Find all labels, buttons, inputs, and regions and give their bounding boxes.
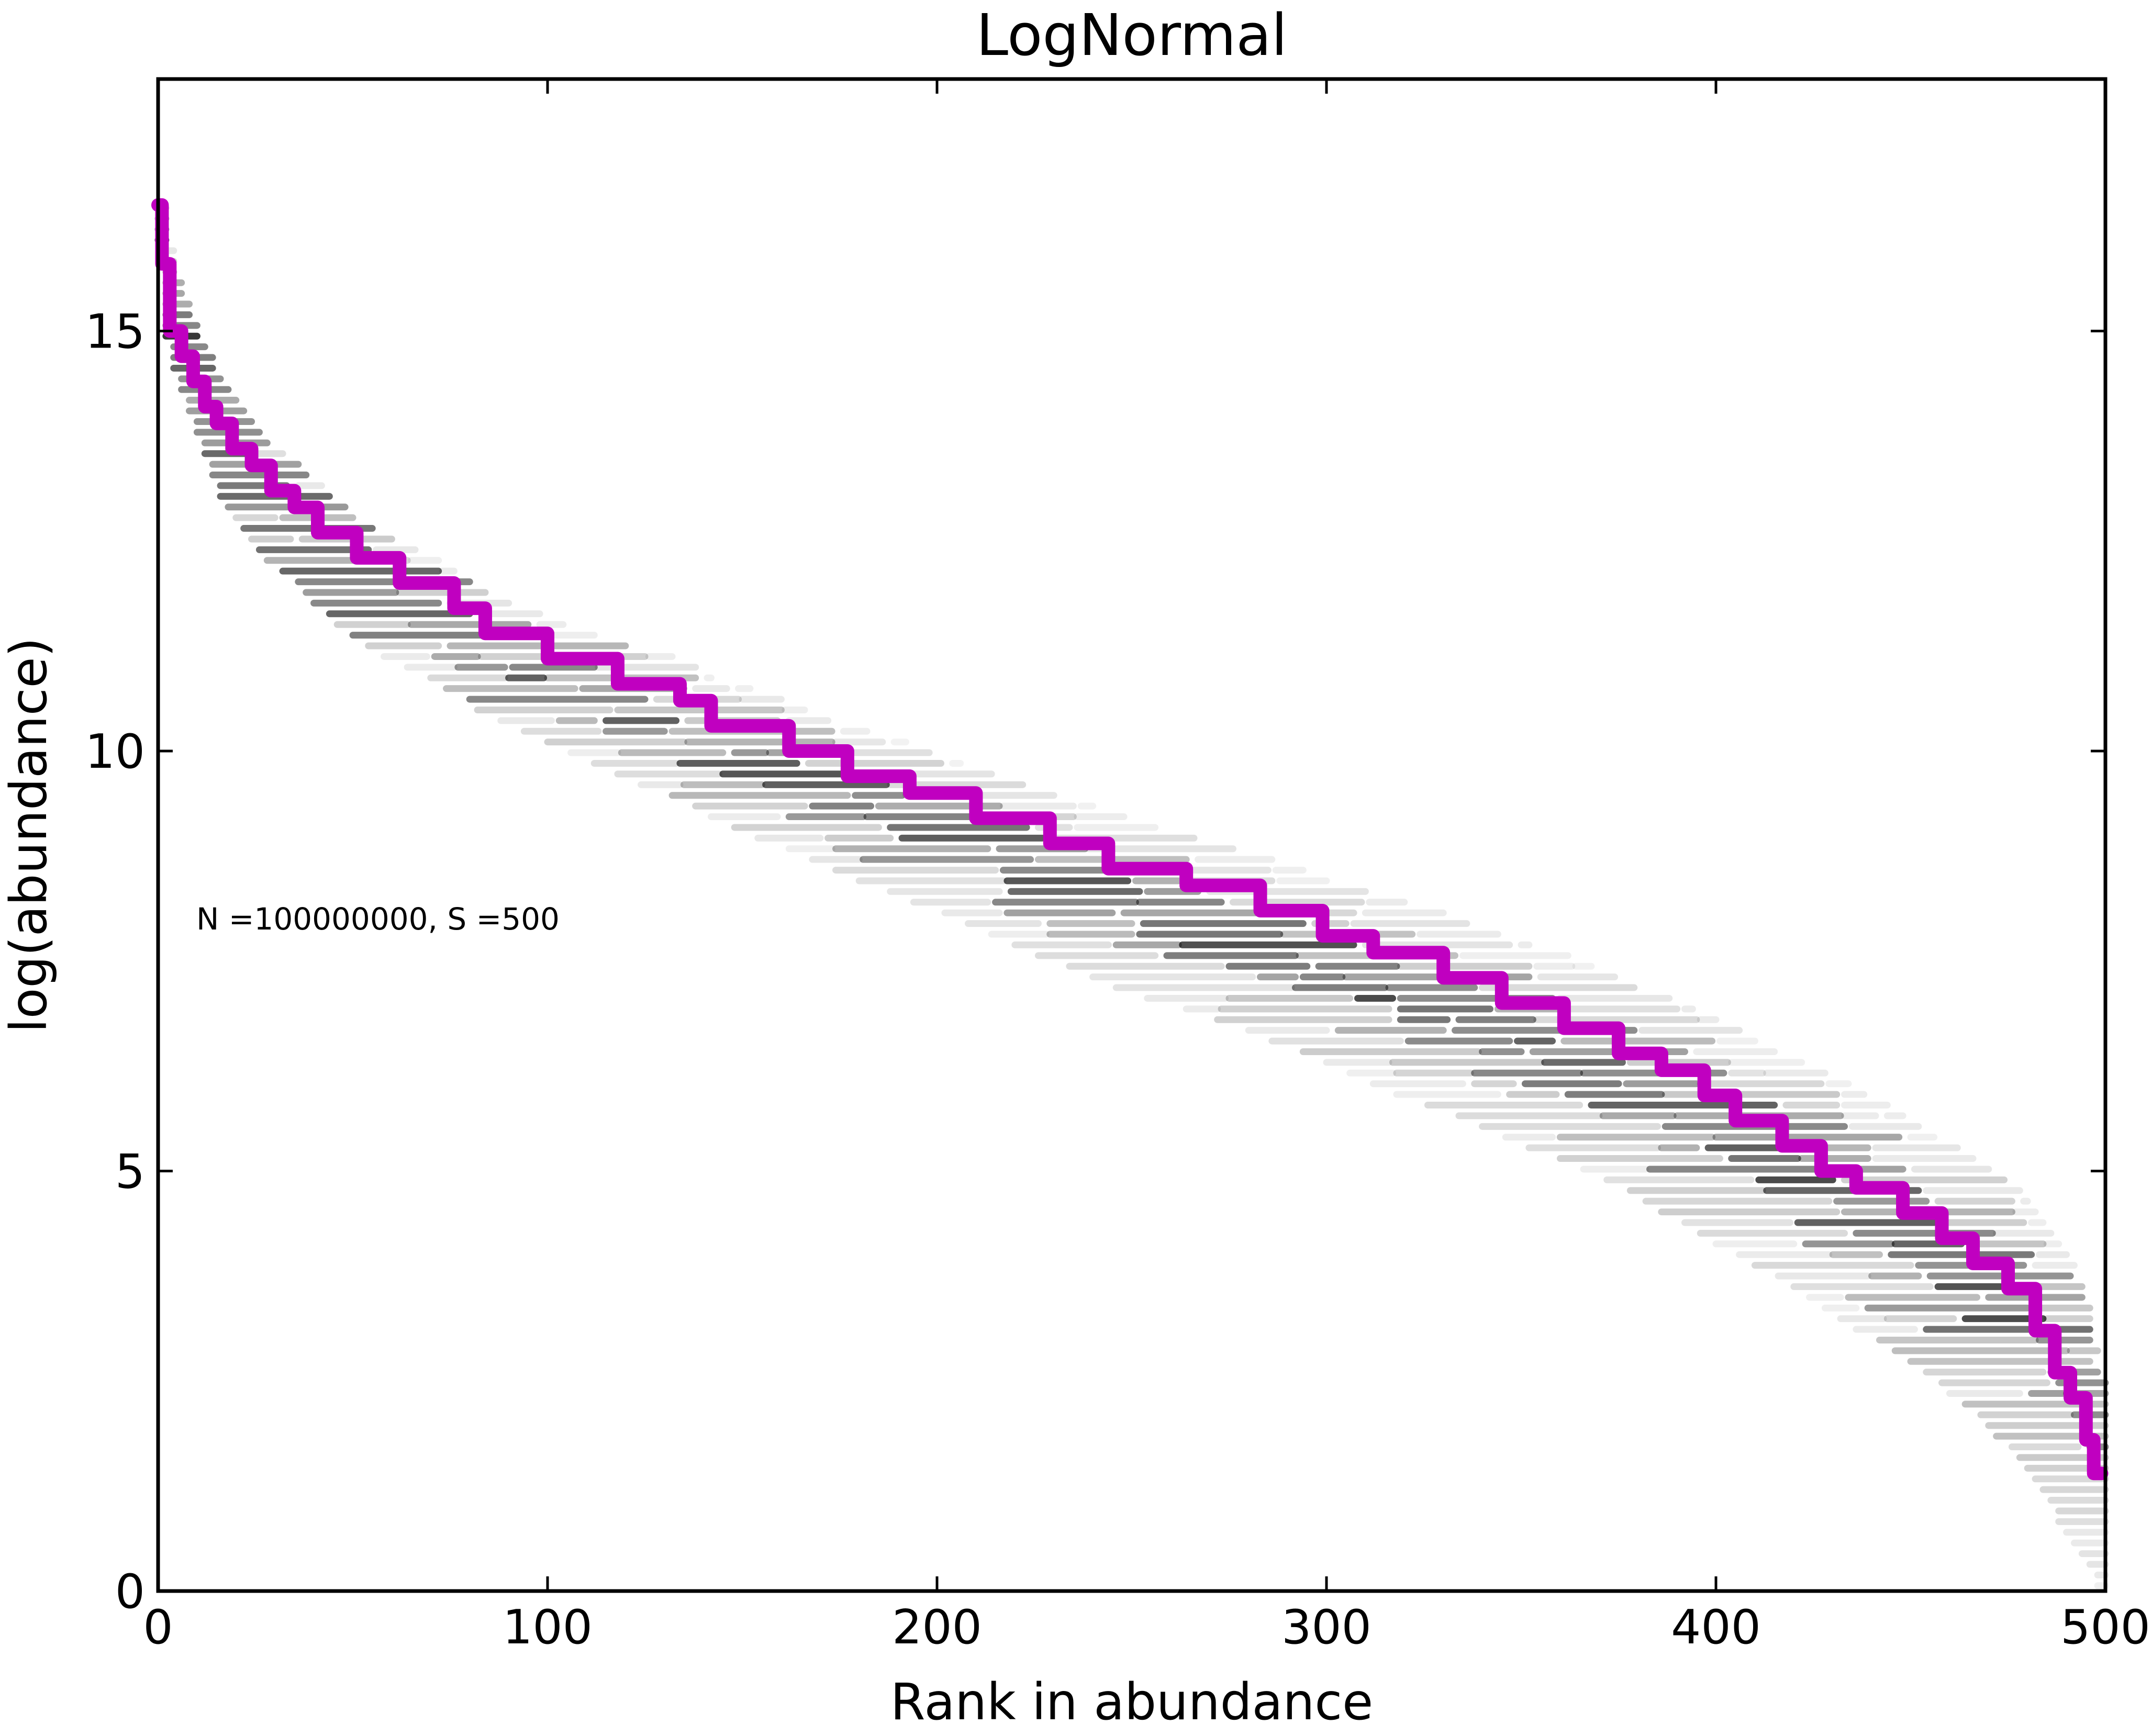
x-tick-label: 400 [1671,1600,1761,1655]
lognormal-step-path [151,198,2109,1481]
y-tick-label: 10 [85,724,145,779]
y-axis-label: log(abundance) [0,637,58,1033]
x-tick-label: 0 [143,1600,173,1655]
x-tick-label: 100 [503,1600,593,1655]
chart-title: LogNormal [976,2,1287,69]
x-tick-label: 500 [2060,1600,2150,1655]
sample-size-annotation: N =100000000, S =500 [196,901,560,937]
plot-frame [156,77,2108,1593]
x-tick-label: 300 [1281,1600,1372,1655]
x-axis-label: Rank in abundance [890,1673,1373,1731]
y-tick-label: 5 [115,1145,145,1200]
y-tick-label: 0 [115,1564,145,1619]
axis-ticks: 0 100 200 300 400 500 0 5 10 15 [85,79,2150,1655]
y-tick-label: 15 [85,305,145,360]
lognormal-step-line [151,198,2109,1481]
x-tick-label: 200 [892,1600,982,1655]
